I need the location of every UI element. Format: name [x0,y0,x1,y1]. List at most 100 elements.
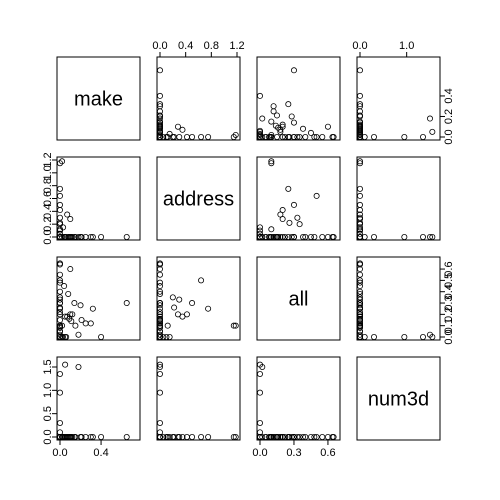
panel-frame-r0-c1 [156,56,241,141]
data-point [205,133,212,140]
data-point [57,214,64,221]
data-point [57,288,64,295]
data-point [279,121,286,128]
data-point [189,433,196,440]
data-point [156,67,163,74]
data-point [256,433,263,440]
data-point [64,211,71,218]
data-point [256,429,263,436]
data-point [356,294,363,301]
data-point [286,433,293,440]
data-point [356,201,363,208]
panel-frame-r1-c1 [156,156,241,241]
data-point [313,192,320,199]
data-point [256,419,263,426]
data-point [277,233,284,240]
data-point [356,226,363,233]
data-point [356,318,363,325]
bottom-tick-label: 0.0 [52,447,67,459]
data-point [313,433,320,440]
panel-frame-r1-c0 [56,156,141,241]
data-point [156,315,163,322]
data-point [268,158,275,165]
data-point [272,233,279,240]
data-point [356,224,363,231]
data-point [356,302,363,309]
data-point [57,328,64,335]
data-point [268,133,275,140]
data-point [171,433,178,440]
data-point [156,271,163,278]
data-point [123,433,130,440]
data-point [57,219,64,226]
left-tick-label: 0.0 [42,229,54,244]
data-point [156,328,163,335]
data-point [324,233,331,240]
data-point [179,433,186,440]
data-point [275,433,282,440]
data-point [319,233,326,240]
data-point [262,133,269,140]
data-point [356,158,363,165]
data-point [313,133,320,140]
data-point [290,201,297,208]
top-tick-label: 0.8 [204,40,219,52]
data-point [356,328,363,335]
panel-frame-r2-c0 [56,256,141,341]
data-point [68,433,75,440]
data-point [259,133,266,140]
data-point [370,333,377,340]
data-point [356,331,363,338]
data-point [290,433,297,440]
data-point [156,302,163,309]
variable-label-address: address [163,189,234,211]
data-point [59,433,66,440]
left-tick-label: 0.8 [42,178,54,193]
data-point [164,433,171,440]
data-point [164,322,171,329]
data-point [57,309,64,316]
data-point [75,363,82,370]
data-point [356,207,363,214]
data-point [71,300,78,307]
data-point [156,92,163,99]
data-point [59,233,66,240]
right-tick-label: 0.2 [443,109,455,124]
data-point [72,322,79,329]
left-tick-label: 1.5 [42,359,54,374]
data-point [176,296,183,303]
data-point [356,304,363,311]
data-point [156,300,163,307]
panel-frame-r2-c3 [356,256,441,341]
data-point [256,227,263,234]
data-point [256,224,263,231]
data-point [356,311,363,318]
left-tick-label: 0.4 [42,204,54,219]
data-point [356,108,363,115]
left-tick-label: 1.0 [42,383,54,398]
data-point [75,331,82,338]
data-point [62,361,69,368]
right-tick-label: 0.6 [443,261,455,276]
data-point [156,361,163,368]
data-point [356,233,363,240]
data-point [57,160,64,167]
data-point [156,311,163,318]
left-tick-label: 0.0 [42,429,54,444]
data-point [419,133,426,140]
panel-frame-r3-c3 [356,356,441,441]
data-point [296,221,303,228]
data-point [87,320,94,327]
data-point [288,433,295,440]
data-point [277,433,284,440]
data-point [272,122,279,129]
data-point [156,260,163,267]
data-point [259,115,266,122]
data-point [356,279,363,286]
panel-frame-r1-c2 [256,156,341,241]
data-point [268,160,275,167]
data-point [290,119,297,126]
data-point [156,115,163,122]
data-point [89,433,96,440]
